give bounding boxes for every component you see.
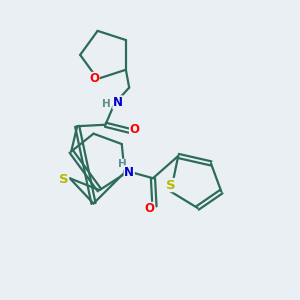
- Text: S: S: [59, 173, 69, 186]
- Text: N: N: [124, 166, 134, 179]
- Text: H: H: [102, 99, 110, 109]
- Text: O: O: [144, 202, 154, 215]
- Text: H: H: [118, 159, 127, 169]
- Text: S: S: [166, 178, 175, 192]
- Text: O: O: [89, 72, 99, 86]
- Text: N: N: [113, 96, 123, 109]
- Text: O: O: [130, 123, 140, 136]
